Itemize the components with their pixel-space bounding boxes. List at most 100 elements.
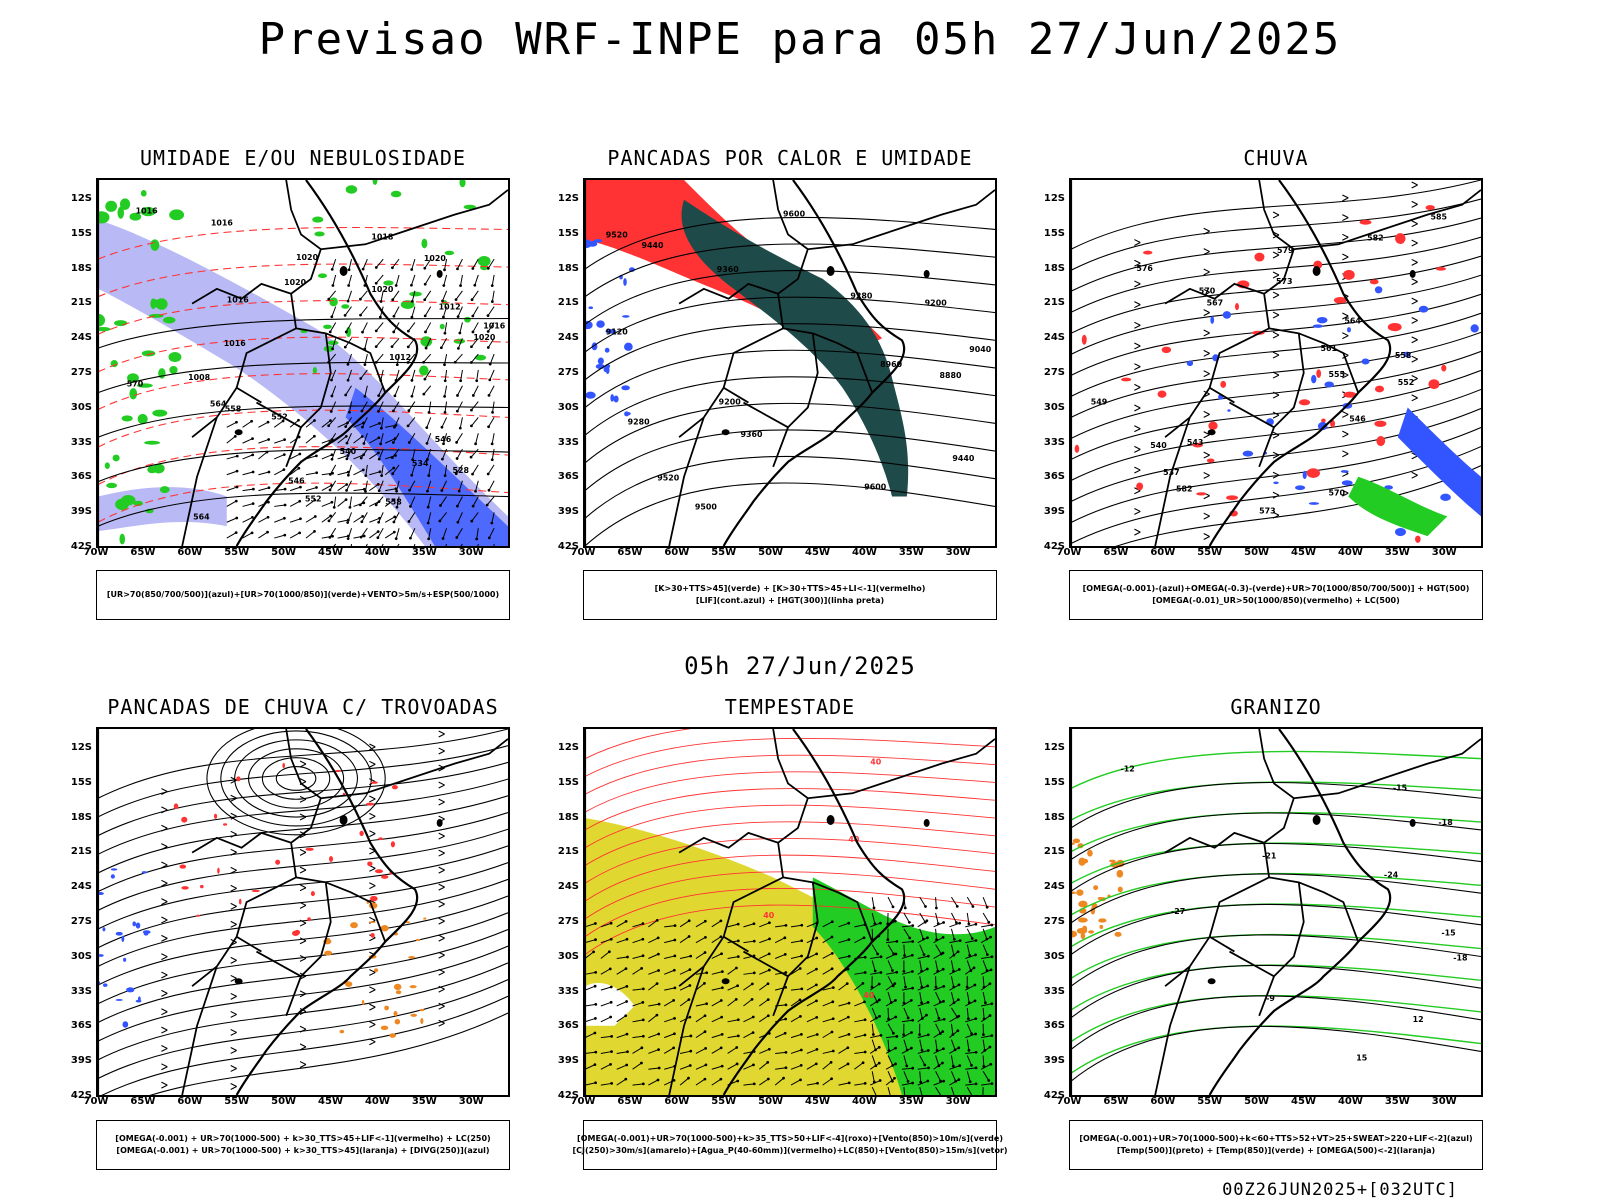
wind-vector-head	[608, 967, 612, 971]
contour-label: 555	[1328, 370, 1345, 379]
wind-vector	[790, 924, 802, 928]
wind-vector	[226, 517, 237, 523]
wind-vector-head	[376, 530, 380, 534]
wind-vector-head	[330, 500, 334, 504]
wind-vector	[648, 1003, 660, 1007]
field-patch	[459, 180, 466, 188]
streamline-arrow	[1342, 214, 1349, 222]
wind-vector	[489, 369, 495, 381]
field-patch	[372, 180, 378, 185]
wind-vector	[790, 1015, 801, 1023]
wind-vector	[632, 1019, 644, 1023]
wind-vector	[289, 532, 300, 539]
lat-tick-label: 21S	[70, 297, 92, 309]
wind-vector	[440, 338, 448, 349]
wind-vector	[917, 1001, 929, 1007]
contour-label: 1020	[296, 253, 319, 262]
wind-vector-head	[361, 425, 364, 429]
wind-vector-head	[982, 1017, 986, 1021]
wind-vector	[870, 956, 882, 959]
wind-vector	[409, 480, 416, 491]
contour-line	[585, 904, 995, 955]
legend-line: [Temp(500)](preto) + [Temp(850)](verde) …	[1116, 1146, 1436, 1155]
wind-vector-head	[987, 1079, 991, 1082]
wind-vector	[395, 528, 400, 539]
wind-vector	[871, 1007, 877, 1019]
wind-vector	[727, 956, 739, 959]
wind-vector	[727, 923, 739, 928]
field-patch	[1220, 380, 1227, 388]
wind-vector	[822, 1031, 833, 1039]
streamline-arrow	[230, 884, 237, 892]
wind-vector	[871, 912, 876, 924]
wind-vector-head	[861, 1061, 865, 1065]
wind-vector	[935, 991, 941, 1003]
field-patch	[423, 917, 427, 920]
wind-vector-head	[988, 982, 992, 986]
field-patch	[1361, 358, 1370, 365]
streamline-arrow	[1134, 528, 1141, 536]
streamline-arrow	[299, 1043, 307, 1051]
coastline	[585, 729, 906, 1095]
field-patch	[1306, 468, 1320, 478]
wind-vector	[743, 1083, 755, 1086]
contour-line	[1071, 1025, 1481, 1074]
wind-vector	[901, 1000, 912, 1007]
wind-vector-head	[893, 1076, 896, 1080]
lon-tick-label: 35W	[898, 1096, 924, 1107]
wind-vector	[632, 1047, 643, 1054]
field-patch	[1295, 485, 1306, 491]
wind-vector-head	[282, 468, 286, 472]
field-patch	[439, 323, 445, 330]
contour-line	[1071, 811, 1481, 853]
wind-vector	[425, 338, 432, 349]
wind-vector-head	[911, 1018, 915, 1022]
wind-vector-head	[784, 1017, 788, 1021]
wind-vector-head	[486, 314, 490, 318]
streamline-arrow	[438, 968, 445, 976]
field-patch	[1343, 391, 1357, 398]
lon-tick-label: 60W	[177, 1096, 203, 1107]
field-patch	[136, 383, 153, 388]
wind-vector	[424, 369, 432, 380]
wind-vector	[353, 422, 364, 428]
lon-tick-label: 55W	[224, 547, 250, 558]
wind-vector-head	[672, 968, 676, 972]
wind-vector	[429, 543, 432, 546]
contour-label: 570	[1328, 489, 1345, 498]
wind-vector	[775, 1067, 787, 1070]
wind-vector-head	[641, 1034, 645, 1038]
wind-vector	[806, 1016, 817, 1023]
wind-vector	[854, 937, 865, 944]
wind-vector-head	[847, 1001, 851, 1005]
wind-vector-head	[689, 1049, 693, 1053]
wind-vector	[903, 1039, 908, 1051]
contour-label: 567	[1207, 299, 1224, 308]
wind-vector	[664, 955, 675, 959]
wind-vector	[919, 928, 924, 940]
lon-tick-label: 35W	[411, 1096, 437, 1107]
field-patch	[1308, 502, 1320, 505]
wind-vector-head	[768, 921, 771, 925]
wind-vector	[870, 922, 881, 928]
wind-vector-head	[394, 487, 398, 491]
wind-vector	[950, 1055, 954, 1067]
wind-vector-head	[907, 921, 911, 924]
field-patch	[115, 998, 123, 1001]
contour-label: 1016	[227, 296, 250, 305]
lat-tick-label: 24S	[70, 881, 92, 893]
wind-vector-head	[379, 442, 383, 446]
legend-line: [OMEGA(-0.01)_UR>50(1000/850)(vermelho) …	[1152, 596, 1400, 605]
streamline	[1071, 274, 1481, 355]
streamline-arrow	[438, 730, 445, 738]
contour-label: -24	[1384, 870, 1399, 879]
wind-vector	[980, 1063, 992, 1070]
wind-vector	[348, 401, 353, 413]
wind-vector	[632, 955, 644, 959]
wind-vector	[226, 421, 237, 428]
streamline-arrow	[1272, 291, 1280, 299]
field-patch	[1403, 351, 1411, 358]
lon-tick-label: 35W	[411, 547, 437, 558]
wind-vector	[585, 971, 596, 975]
wind-vector	[950, 1039, 956, 1050]
